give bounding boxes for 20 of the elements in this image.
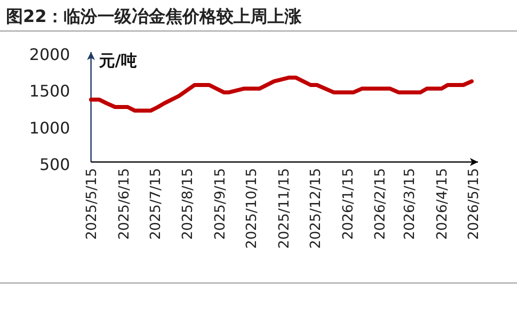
x-tick-label: 2025/5/15 [84, 168, 100, 240]
x-tick-label: 2026/1/15 [340, 168, 356, 240]
x-tick-label: 2025/12/15 [308, 168, 324, 249]
x-tick-label: 2025/9/15 [212, 168, 229, 240]
x-tick-label: 2025/8/15 [180, 168, 196, 240]
y-tick-label: 2000 [29, 45, 70, 64]
line-series [89, 76, 474, 113]
x-tick-label: 2026/2/15 [372, 168, 389, 240]
chart-title: 图22：临汾一级冶金焦价格较上周上涨 [6, 7, 303, 27]
x-tick-label: 2025/7/15 [148, 168, 164, 240]
x-tick-label: 2026/4/15 [434, 168, 450, 240]
y-axis-title: 元/吨 [98, 51, 137, 70]
y-tick-label: 1500 [29, 82, 70, 101]
x-tick-label: 2025/11/15 [276, 168, 292, 249]
y-tick-label: 500 [39, 155, 70, 174]
y-tick-label: 1000 [29, 118, 70, 138]
x-tick-label: 2025/6/15 [116, 168, 132, 240]
x-tick-label: 2026/3/15 [402, 168, 418, 240]
x-tick-label: 2026/5/15 [466, 168, 482, 240]
x-tick-label: 2025/10/15 [244, 168, 260, 249]
